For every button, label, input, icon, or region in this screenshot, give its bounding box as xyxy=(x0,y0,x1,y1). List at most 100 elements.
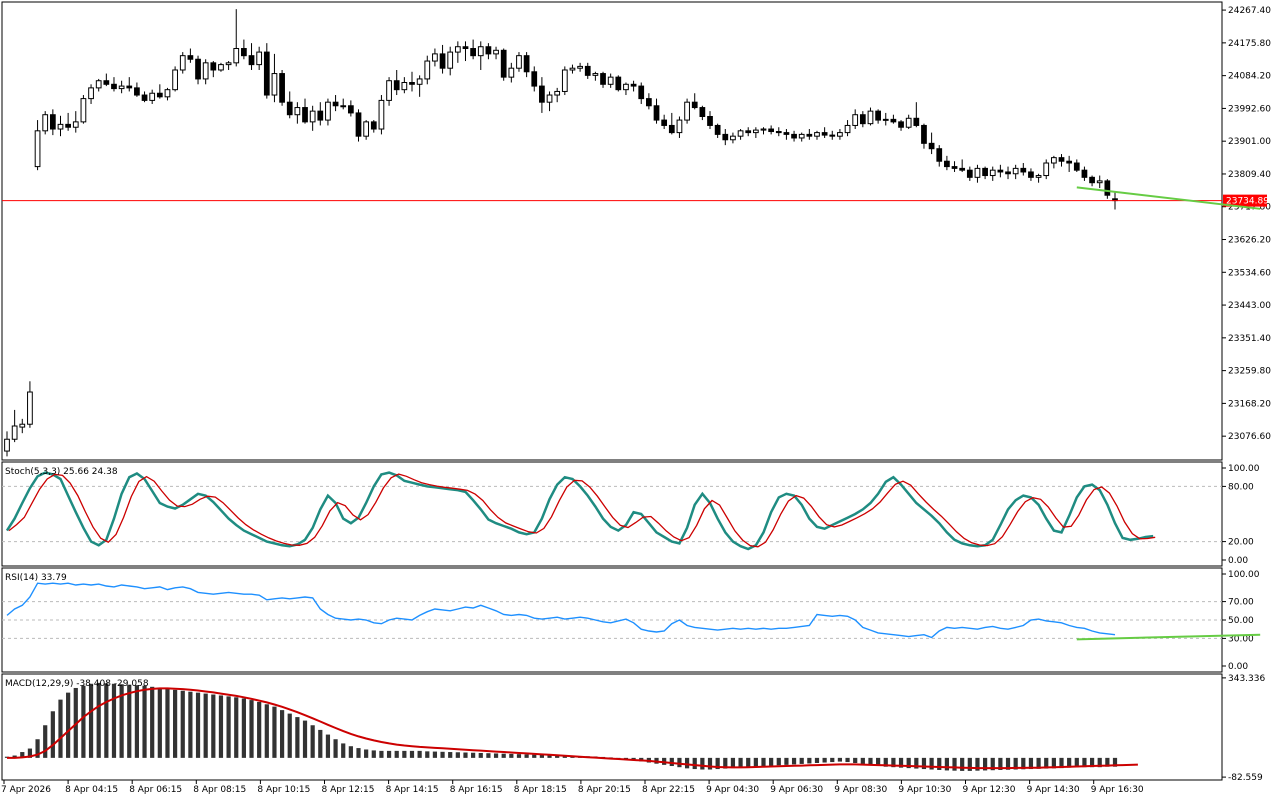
candle-body xyxy=(1005,171,1011,175)
stoch-signal-line xyxy=(8,473,1156,548)
candle-body xyxy=(447,51,454,69)
time-tick-label: 8 Apr 22:15 xyxy=(642,785,695,795)
macd-histogram-bar xyxy=(730,757,736,769)
price-panel[interactable]: 24267.40 24175.80 24084.20 23992.60 23901.00… xyxy=(1,1,1280,461)
macd-histogram-bar xyxy=(394,750,399,758)
candle-body xyxy=(65,123,71,128)
macd-histogram-bar xyxy=(1067,757,1072,768)
candle-body xyxy=(241,48,247,57)
macd-histogram-bar xyxy=(1112,757,1118,767)
time-axis: 7 Apr 2026 8 Apr 04:15 8 Apr 06:15 8 Apr 08… xyxy=(1,780,1144,795)
candle-body xyxy=(722,133,729,141)
macd-histogram-bar xyxy=(677,757,682,768)
macd-histogram-bar xyxy=(111,683,117,758)
candle-body xyxy=(523,55,530,73)
time-tick-label: 8 Apr 20:15 xyxy=(578,785,631,795)
macd-signal-line xyxy=(7,687,1138,770)
macd-histogram-bar xyxy=(1074,757,1079,768)
macd-histogram-bar xyxy=(295,717,300,758)
price-tick-label: 23809.40 xyxy=(1228,170,1271,180)
candle-body xyxy=(661,119,668,126)
macd-histogram-bar xyxy=(341,743,346,758)
candle-body xyxy=(600,73,606,85)
candle-body xyxy=(172,69,178,91)
macd-histogram-bar xyxy=(310,725,315,758)
time-tick-label: 8 Apr 10:15 xyxy=(257,785,310,795)
candle-body xyxy=(791,133,797,139)
candle-body xyxy=(714,124,721,135)
candle-body xyxy=(1051,157,1057,164)
time-tick-label: 9 Apr 16:30 xyxy=(1091,785,1144,795)
macd-histogram-bar xyxy=(1021,757,1026,770)
macd-histogram-bar xyxy=(234,697,239,758)
rsi-tick-label: 50.00 xyxy=(1228,616,1254,626)
candle-body xyxy=(1081,169,1088,178)
macd-histogram-bar xyxy=(417,750,422,758)
rsi-divergence-line xyxy=(1076,633,1261,641)
candle-body xyxy=(19,423,26,428)
macd-histogram-bar xyxy=(287,713,292,758)
macd-histogram-bar xyxy=(218,695,224,758)
candle-body xyxy=(928,142,935,150)
rsi-panel[interactable]: 100.00 70.00 50.00 30.00 0.00 RSI(14) 33.79 xyxy=(1,567,1261,673)
candle-body xyxy=(271,73,278,96)
macd-histogram-bar xyxy=(990,757,995,771)
current-price-label: 23734.89 xyxy=(1226,197,1269,207)
time-tick-label: 8 Apr 18:15 xyxy=(514,785,567,795)
candle-body xyxy=(752,129,759,134)
candle-body xyxy=(500,49,507,78)
price-tick-label: 23351.40 xyxy=(1228,334,1271,344)
macd-histogram-bar xyxy=(203,693,208,758)
time-tick-label: 8 Apr 12:15 xyxy=(322,785,375,795)
macd-histogram-bar xyxy=(715,757,720,770)
candle-body xyxy=(256,51,263,66)
candle-body xyxy=(141,94,148,101)
candle-body xyxy=(944,160,950,168)
macd-histogram-bar xyxy=(501,753,506,758)
macd-histogram-bar xyxy=(876,757,881,766)
macd-histogram-bar xyxy=(448,752,453,758)
candle-body xyxy=(49,114,56,130)
candle-body xyxy=(829,134,836,137)
macd-histogram-bar xyxy=(425,751,430,758)
macd-histogram-bar xyxy=(96,682,101,758)
candle-body xyxy=(363,121,370,137)
macd-histogram-bar xyxy=(432,751,438,758)
candle-body xyxy=(561,69,568,92)
rsi-tick-label: 0.00 xyxy=(1228,662,1248,672)
stoch-tick-label: 20.00 xyxy=(1228,538,1254,548)
rsi-line xyxy=(6,582,1116,639)
candle-body xyxy=(837,132,843,137)
candle-body xyxy=(332,101,339,107)
candle-body xyxy=(745,130,752,134)
macd-histogram-bar xyxy=(784,757,789,765)
price-frame xyxy=(1,1,1223,461)
stochastic-panel[interactable]: 100.00 80.00 20.00 0.00 Stoch(5,3,3) 25.66 2… xyxy=(1,461,1260,567)
candle-body xyxy=(699,107,706,117)
macd-histogram-bar xyxy=(845,757,850,763)
time-tick-label: 9 Apr 06:30 xyxy=(770,785,823,795)
macd-histogram-bar xyxy=(318,729,323,758)
candle-body xyxy=(905,117,912,128)
rsi-title: RSI(14) 33.79 xyxy=(5,573,67,583)
candle-body xyxy=(1089,176,1095,184)
candle-body xyxy=(577,65,583,69)
price-tick-label: 23259.80 xyxy=(1228,367,1271,377)
candle-body xyxy=(4,438,10,452)
candle-body xyxy=(302,107,308,123)
stoch-tick-label: 80.00 xyxy=(1228,482,1254,492)
macd-histogram-bar xyxy=(539,754,544,758)
macd-histogram-bar xyxy=(776,757,781,766)
candle-body xyxy=(890,118,897,123)
candle-body xyxy=(730,135,736,141)
price-tick-label: 24175.80 xyxy=(1228,39,1271,49)
candle-body xyxy=(1066,160,1073,164)
macd-panel[interactable]: 343.336 -82.559 MACD(12,29,9) -38.408 -29.… xyxy=(1,673,1265,783)
rsi-tick-label: 100.00 xyxy=(1228,570,1260,580)
macd-histogram-bar xyxy=(119,684,124,758)
time-tick-label: 8 Apr 14:15 xyxy=(386,785,439,795)
candle-body xyxy=(966,169,973,178)
macd-histogram-bar xyxy=(982,757,988,771)
candle-body xyxy=(1073,162,1080,171)
